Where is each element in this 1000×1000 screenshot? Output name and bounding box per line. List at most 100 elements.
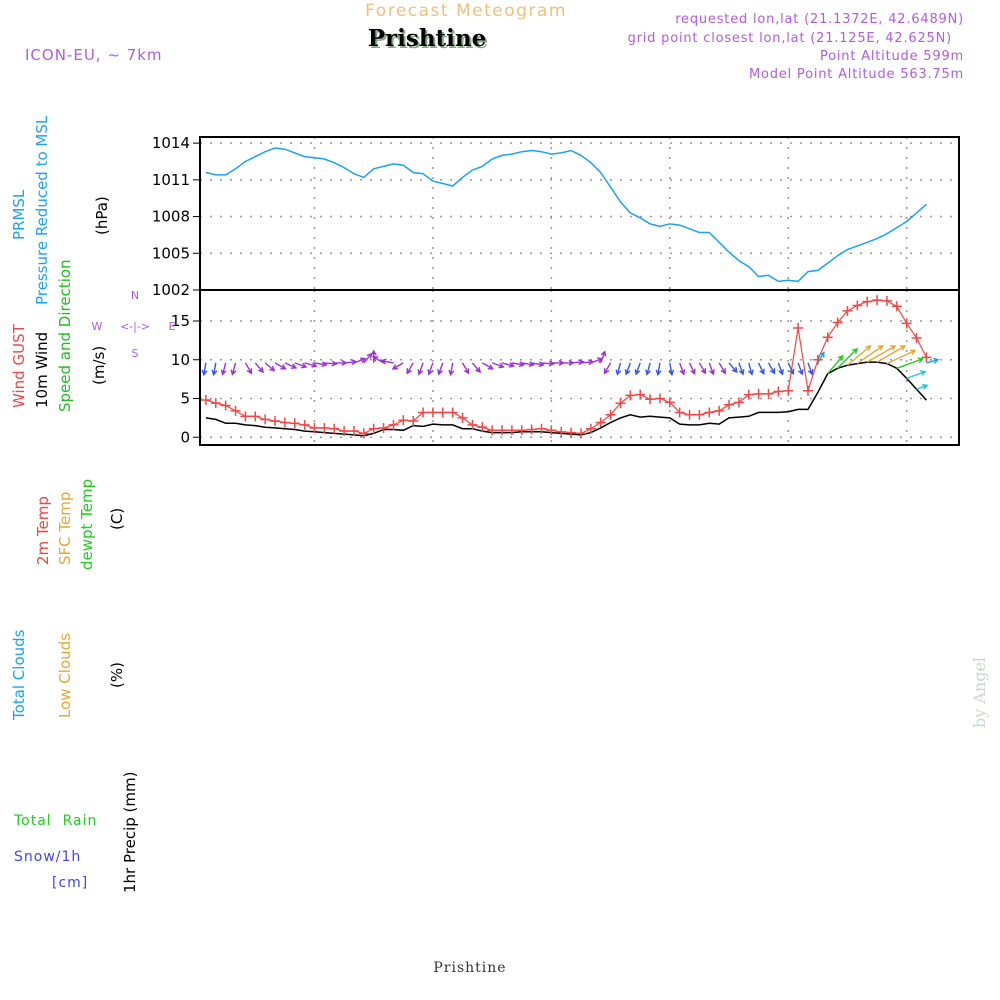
- gust-marker: [289, 418, 300, 429]
- gust-marker: [625, 390, 636, 401]
- wind-units: (m/s): [90, 346, 108, 385]
- wind-arrow: [747, 362, 754, 376]
- wind-arrow: [797, 362, 804, 376]
- compass-n: N: [131, 289, 139, 302]
- gust-marker: [309, 422, 320, 433]
- gust-marker: [250, 411, 261, 422]
- wind-arrow: [856, 344, 884, 365]
- gust-marker: [783, 385, 794, 396]
- wind-arrow: [314, 361, 328, 368]
- wind-arrow: [324, 360, 338, 367]
- wind-arrow: [437, 362, 444, 376]
- gust-marker: [743, 389, 754, 400]
- gust-marker: [615, 398, 626, 409]
- rain-legend: Total Rain: [13, 813, 97, 829]
- gust-marker: [822, 332, 833, 343]
- wind-arrow: [847, 345, 872, 366]
- gust-marker: [901, 318, 912, 329]
- gust-marker: [220, 400, 231, 411]
- wind-arrow: [380, 358, 394, 365]
- gust-marker: [832, 317, 843, 328]
- wind-arrow: [274, 362, 287, 370]
- wind-arrow: [284, 362, 298, 369]
- gust-marker: [566, 427, 577, 438]
- precip-ylabel: 1hr Precip (mm): [121, 772, 139, 893]
- gust-marker: [260, 414, 271, 425]
- gust-marker: [891, 301, 902, 312]
- gust-marker: [339, 426, 350, 437]
- wind-arrow: [926, 357, 940, 364]
- wind-arrow: [827, 354, 844, 375]
- gust-marker: [467, 419, 478, 430]
- wind-panel: 0 5 10 15: [171, 290, 960, 446]
- gust-marker: [911, 333, 922, 344]
- gust-marker: [457, 412, 468, 423]
- title-shadow: Prishtine: [370, 27, 489, 54]
- grid-point-coords: grid point closest lon,lat (21.125E, 42.…: [628, 31, 952, 46]
- pressure-units: (hPa): [93, 196, 111, 235]
- total-clouds-label: Total Clouds: [10, 629, 28, 721]
- gust-marker: [279, 417, 290, 428]
- gust-marker: [378, 422, 389, 433]
- gust-marker: [635, 389, 646, 400]
- gust-marker: [654, 393, 665, 404]
- gust-marker: [674, 407, 685, 418]
- compass-w: W: [92, 320, 103, 333]
- wind-arrow: [294, 362, 308, 369]
- gust-marker: [664, 397, 675, 408]
- gust-marker: [398, 415, 409, 426]
- wind-label: 10m Wind: [33, 332, 51, 408]
- wind-arrow: [417, 362, 424, 376]
- wind-arrow: [807, 362, 814, 376]
- wind-arrow: [427, 362, 434, 376]
- gust-marker: [358, 428, 369, 439]
- gust-marker: [684, 409, 695, 420]
- pressure-line: [205, 147, 927, 283]
- wind-arrow: [777, 362, 784, 376]
- gust-marker: [536, 423, 547, 434]
- wind-arrow: [866, 345, 897, 363]
- wind-arrow: [688, 362, 696, 376]
- gust-marker: [763, 388, 774, 399]
- wind-dir-label: Speed and Direction: [56, 259, 74, 412]
- wind-arrow: [501, 361, 516, 368]
- gust-marker: [812, 354, 823, 365]
- wind-arrow: [916, 383, 929, 390]
- point-altitude: Point Altitude 599m: [820, 49, 964, 64]
- t2m-label: 2m Temp: [34, 496, 52, 565]
- footer-station: Prishtine: [433, 960, 506, 976]
- wind-arrow: [448, 362, 455, 377]
- compass-cross: <-|->: [120, 320, 150, 333]
- wind-arrow: [708, 362, 715, 376]
- ytick-label: 1011: [152, 171, 190, 189]
- wind-arrow: [406, 362, 414, 375]
- wind-arrow: [679, 362, 686, 376]
- wind-arrow: [718, 362, 726, 375]
- gust-marker: [852, 300, 863, 311]
- wind-arrow: [353, 357, 367, 364]
- wind-arrow: [603, 362, 612, 375]
- pressure-panel: 1002 1005 1008 1011 1014: [152, 134, 960, 299]
- wind-arrow: [531, 361, 545, 368]
- gust-marker: [773, 386, 784, 397]
- gust-marker: [348, 426, 359, 437]
- wind-arrow: [655, 362, 662, 377]
- wind-arrow: [668, 362, 675, 377]
- gust-marker: [388, 419, 399, 430]
- temp-units: (C): [108, 508, 126, 530]
- compass-rose: N S W E <-|->: [92, 289, 176, 360]
- gust-marker: [497, 425, 508, 436]
- wind-arrow: [615, 362, 622, 376]
- ytick-label: 1005: [152, 244, 190, 262]
- gust-marker: [753, 388, 764, 399]
- gust-marker: [408, 415, 419, 426]
- wind-speed-line: [205, 361, 927, 437]
- wind-arrow: [471, 362, 482, 374]
- wind-arrow: [481, 362, 494, 370]
- wind-arrow: [698, 362, 707, 375]
- gust-marker: [418, 407, 429, 418]
- credit: by Angel: [970, 657, 989, 728]
- dewpt-label: dewpt Temp: [78, 479, 96, 570]
- gust-marker: [595, 417, 606, 428]
- ytick-label: 1002: [152, 281, 190, 299]
